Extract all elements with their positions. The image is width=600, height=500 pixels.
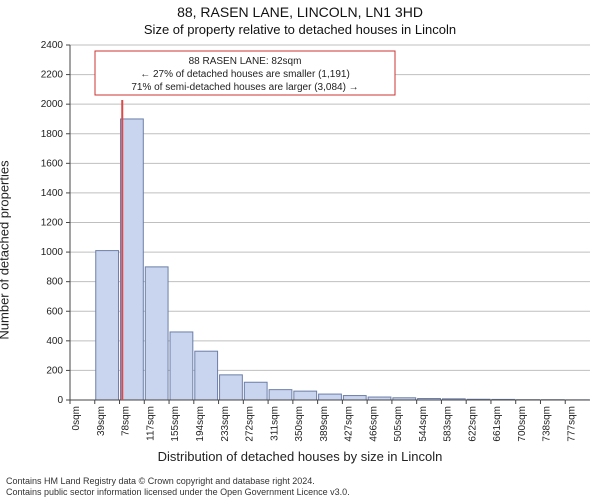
- attribution-footer: Contains HM Land Registry data © Crown c…: [6, 476, 594, 499]
- y-tick-label: 1800: [41, 129, 64, 140]
- histogram-bar: [319, 394, 342, 400]
- y-tick-label: 1600: [41, 158, 64, 169]
- footer-line: Contains public sector information licen…: [6, 487, 594, 498]
- callout-line: ← 27% of detached houses are smaller (1,…: [140, 69, 350, 80]
- y-tick-label: 2000: [41, 99, 64, 110]
- histogram-bar: [145, 267, 168, 400]
- y-tick-label: 400: [46, 336, 63, 347]
- x-tick-label: 738sqm: [542, 406, 553, 442]
- histogram-bar: [269, 390, 292, 400]
- page-title: 88, RASEN LANE, LINCOLN, LN1 3HD: [0, 4, 600, 20]
- x-tick-label: 544sqm: [418, 406, 429, 442]
- y-tick-label: 0: [57, 395, 63, 406]
- y-tick-label: 1200: [41, 218, 64, 229]
- histogram-chart: 0 200 400 600 800 1000 1200 1400 1600 1800 2000 220…: [0, 0, 600, 500]
- y-tick-label: 600: [46, 306, 63, 317]
- x-tick-label: 389sqm: [319, 406, 330, 442]
- y-tick-label: 800: [46, 277, 63, 288]
- y-tick-label: 2400: [41, 40, 64, 51]
- footer-line: Contains HM Land Registry data © Crown c…: [6, 476, 594, 487]
- x-tick-label: 272sqm: [245, 406, 256, 442]
- histogram-bar: [343, 396, 366, 400]
- histogram-bar: [220, 375, 243, 400]
- x-tick-label: 583sqm: [443, 406, 454, 442]
- y-tick-label: 200: [46, 365, 63, 376]
- histogram-bar: [170, 332, 193, 400]
- page: 88, RASEN LANE, LINCOLN, LN1 3HD Size of…: [0, 0, 600, 500]
- x-tick-label: 466sqm: [368, 406, 379, 442]
- y-axis-label: Number of detached properties: [0, 160, 12, 339]
- x-axis-label: Distribution of detached houses by size …: [0, 449, 600, 464]
- x-tick-label: 39sqm: [96, 406, 107, 436]
- x-tick-label: 311sqm: [269, 406, 280, 441]
- x-tick-label: 233sqm: [220, 406, 231, 442]
- histogram-bar: [96, 251, 119, 400]
- x-tick-label: 427sqm: [344, 406, 355, 442]
- x-tick-label: 117sqm: [145, 406, 156, 441]
- x-tick-label: 78sqm: [121, 406, 132, 436]
- x-tick-label: 777sqm: [566, 406, 577, 442]
- x-tick-label: 0sqm: [71, 406, 82, 430]
- callout-line: 88 RASEN LANE: 82sqm: [189, 56, 302, 67]
- page-subtitle: Size of property relative to detached ho…: [0, 22, 600, 37]
- x-tick-label: 622sqm: [467, 406, 478, 442]
- histogram-bar: [244, 382, 267, 400]
- x-tick-label: 700sqm: [517, 406, 528, 442]
- x-tick-label: 155sqm: [170, 406, 181, 442]
- y-tick-label: 1000: [41, 247, 64, 258]
- x-tick-label: 350sqm: [294, 406, 305, 442]
- x-tick-label: 194sqm: [195, 406, 206, 442]
- x-tick-label: 661sqm: [492, 406, 503, 442]
- y-tick-label: 2200: [41, 70, 64, 81]
- y-tick-label: 1400: [41, 188, 64, 199]
- histogram-bar: [121, 119, 144, 400]
- callout-line: 71% of semi-detached houses are larger (…: [131, 82, 358, 93]
- histogram-bar: [195, 351, 218, 400]
- histogram-bar: [294, 391, 317, 400]
- x-tick-label: 505sqm: [393, 406, 404, 442]
